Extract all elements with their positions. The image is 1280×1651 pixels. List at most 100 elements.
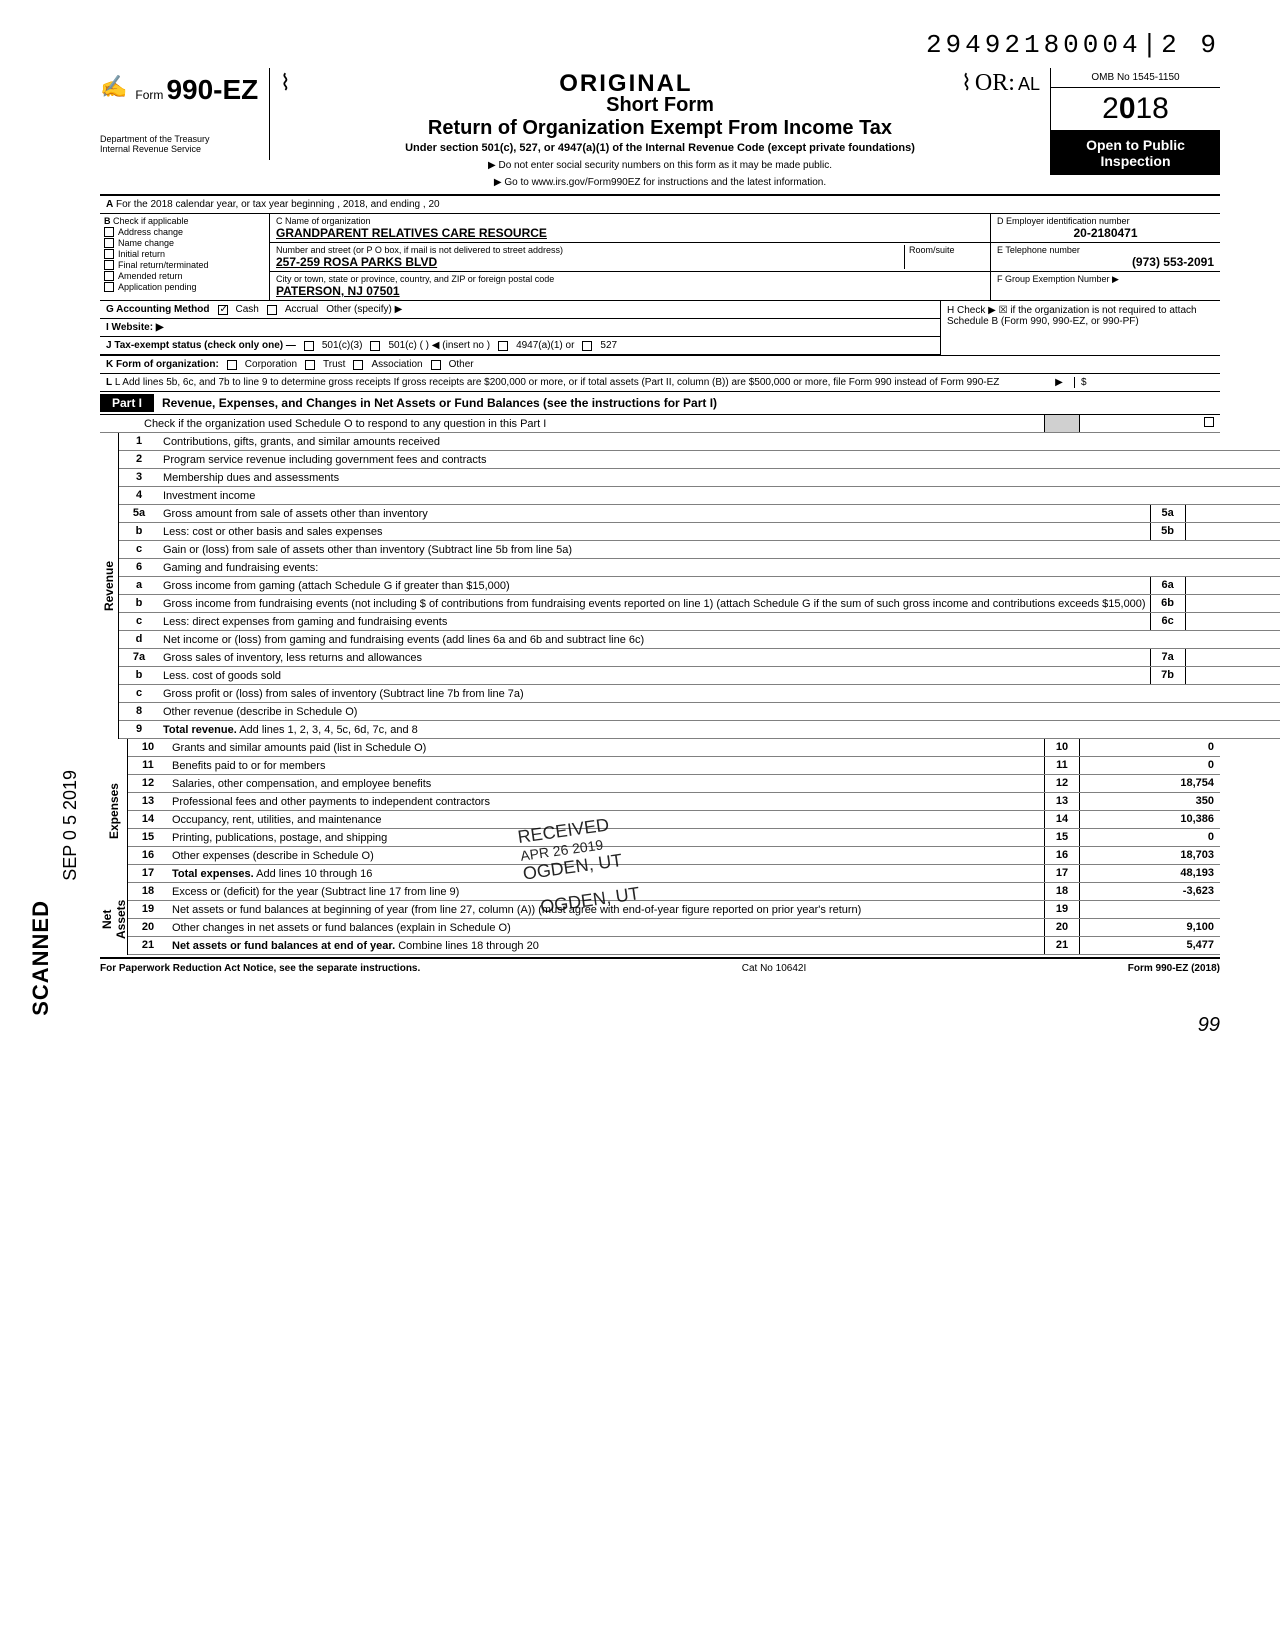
revenue-label: Revenue [100,553,118,619]
dept-label: Department of the Treasury Internal Reve… [100,134,263,154]
part1-check-note: Check if the organization used Schedule … [140,415,1044,432]
note-ssn: ▶ Do not enter social security numbers o… [280,160,1040,171]
chk-cash[interactable] [218,305,228,315]
lbl-amended: Amended return [118,271,183,281]
lbl-527: 527 [600,340,617,351]
main-title: Return of Organization Exempt From Incom… [280,117,1040,140]
form-line: dNet income or (loss) from gaming and fu… [119,631,1280,649]
footer-center: Cat No 10642I [742,963,807,974]
chk-4947[interactable] [498,341,508,351]
form-line: 13Professional fees and other payments t… [128,793,1220,811]
form-line: 20Other changes in net assets or fund ba… [128,919,1220,937]
lbl-pending: Application pending [118,282,197,292]
chk-527[interactable] [582,341,592,351]
or-label: OR: [975,70,1015,97]
chk-initial-return[interactable] [104,249,114,259]
form-line: 1Contributions, gifts, grants, and simil… [119,433,1280,451]
sub-title: Under section 501(c), 527, or 4947(a)(1)… [280,142,1040,154]
lbl-address-change: Address change [118,227,183,237]
form-line: 4Investment income40 [119,487,1280,505]
chk-accrual[interactable] [267,305,277,315]
city-state-zip: PATERSON, NJ 07501 [276,284,984,298]
form-line: aGross income from gaming (attach Schedu… [119,577,1280,595]
street-address: 257-259 ROSA PARKS BLVD [276,255,904,269]
form-line: bLess: cost or other basis and sales exp… [119,523,1280,541]
lbl-4947: 4947(a)(1) or [516,340,574,351]
form-line: cLess: direct expenses from gaming and f… [119,613,1280,631]
al-label: AL [1018,74,1040,94]
chk-final-return[interactable] [104,260,114,270]
form-header: ✍ Form 990-EZ Department of the Treasury… [100,68,1220,196]
check-applicable-label: Check if applicable [113,216,189,226]
form-line: 5aGross amount from sale of assets other… [119,505,1280,523]
chk-501c[interactable] [370,341,380,351]
part1-header: Part I Revenue, Expenses, and Changes in… [100,392,1220,415]
label-org-name: C Name of organization [276,216,984,226]
lbl-501c3: 501(c)(3) [322,340,363,351]
form-line: bGross income from fundraising events (n… [119,595,1280,613]
chk-amended[interactable] [104,271,114,281]
form-line: 18Excess or (deficit) for the year (Subt… [128,883,1220,901]
form-line: 2Program service revenue including gover… [119,451,1280,469]
row-g-label: G Accounting Method [106,304,210,315]
row-k-label: K Form of organization: [106,359,219,370]
top-barcode-number: 29492180004|2 9 [100,30,1220,60]
page-footer: For Paperwork Reduction Act Notice, see … [100,957,1220,974]
label-group-exemption: F Group Exemption Number ▶ [997,274,1214,285]
chk-pending[interactable] [104,282,114,292]
bracket-icon: ⌇ [280,70,291,96]
label-street: Number and street (or P O box, if mail i… [276,245,904,255]
form-line: 6Gaming and fundraising events: [119,559,1280,577]
tax-year: 20201818 [1051,88,1220,131]
form-line: 12Salaries, other compensation, and empl… [128,775,1220,793]
lbl-cash: Cash [236,304,259,315]
row-j-label: J Tax-exempt status (check only one) — [106,340,296,351]
label-phone: E Telephone number [997,245,1214,255]
form-line: 16Other expenses (describe in Schedule O… [128,847,1220,865]
row-l: L Add lines 5b, 6c, and 7b to line 9 to … [115,377,1044,388]
room-suite-label: Room/suite [904,245,984,269]
form-prefix: Form [135,88,163,102]
form-line: 17Total expenses. Add lines 10 through 1… [128,865,1220,883]
chk-assoc[interactable] [353,360,363,370]
org-info-block: B Check if applicable Address change Nam… [100,214,1220,301]
chk-other-org[interactable] [431,360,441,370]
footer-left: For Paperwork Reduction Act Notice, see … [100,963,420,974]
chk-corp[interactable] [227,360,237,370]
lbl-name-change: Name change [118,238,174,248]
lbl-assoc: Association [371,359,422,370]
bracket-icon-2: ⌇ [961,70,972,95]
short-form-title: Short Form [280,94,1040,117]
form-line: 10Grants and similar amounts paid (list … [128,739,1220,757]
label-ein: D Employer identification number [997,216,1214,226]
lbl-other-org: Other [449,359,474,370]
form-number: 990-EZ [166,74,258,105]
form-line: 19Net assets or fund balances at beginni… [128,901,1220,919]
chk-address-change[interactable] [104,227,114,237]
chk-501c3[interactable] [304,341,314,351]
form-line: 3Membership dues and assessments30 [119,469,1280,487]
scan-date: SEP 0 5 2019 [60,770,81,881]
form-line: cGain or (loss) from sale of assets othe… [119,541,1280,559]
form-line: 9Total revenue. Add lines 1, 2, 3, 4, 5c… [119,721,1280,739]
chk-trust[interactable] [305,360,315,370]
lbl-accrual: Accrual [285,304,318,315]
form-line: 14Occupancy, rent, utilities, and mainte… [128,811,1220,829]
note-website: ▶ Go to www.irs.gov/Form990EZ for instru… [280,177,1040,188]
label-city: City or town, state or province, country… [276,274,984,284]
lbl-initial-return: Initial return [118,249,165,259]
chk-name-change[interactable] [104,238,114,248]
chk-schedule-o[interactable] [1204,417,1214,427]
footer-right: Form 990-EZ (2018) [1128,963,1220,974]
ein-value: 20-2180471 [997,226,1214,240]
row-i: I Website: ▶ [106,322,164,333]
form-line: 15Printing, publications, postage, and s… [128,829,1220,847]
lbl-other-method: Other (specify) ▶ [326,304,402,315]
form-line: 11Benefits paid to or for members110 [128,757,1220,775]
form-line: 7aGross sales of inventory, less returns… [119,649,1280,667]
draft-icon: ✍ [100,74,127,100]
lbl-corp: Corporation [245,359,297,370]
page-number: 99 [100,1014,1220,1037]
line-a: A For the 2018 calendar year, or tax yea… [100,196,1220,214]
omb-number: OMB No 1545-1150 [1051,68,1220,88]
